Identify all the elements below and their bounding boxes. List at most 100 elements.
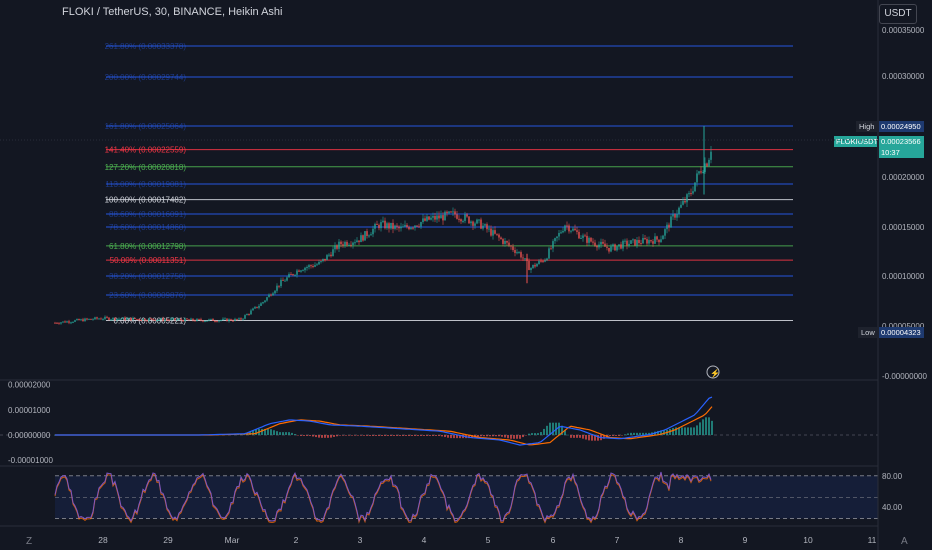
time-tick-label: 6	[551, 535, 556, 545]
candle-body	[402, 226, 404, 228]
candle-body	[366, 231, 368, 236]
candle-body	[682, 200, 684, 205]
macd-histogram-bar	[324, 434, 326, 438]
candle-body	[372, 228, 374, 235]
macd-histogram-bar	[507, 434, 509, 439]
candle-body	[58, 323, 60, 325]
macd-histogram-bar	[387, 434, 389, 436]
candle-body	[334, 245, 336, 250]
candle-body	[510, 245, 512, 247]
auto-scale-icon[interactable]: A	[901, 536, 908, 547]
candle-body	[624, 240, 626, 242]
candle-body	[466, 214, 468, 217]
candle-body	[412, 227, 414, 229]
candle-body	[270, 294, 272, 296]
macd-histogram-bar	[558, 422, 560, 435]
macd-histogram-bar	[561, 425, 563, 435]
candle-body	[272, 293, 274, 296]
candle-body	[388, 223, 390, 229]
time-tick-label: 2	[294, 535, 299, 545]
candle-body	[254, 306, 256, 309]
candle-body	[422, 218, 424, 223]
rsi-tick-label: 80.00	[882, 472, 903, 481]
candle-body	[442, 215, 444, 221]
macd-histogram-bar	[330, 434, 332, 438]
candle-body	[156, 320, 158, 322]
candle-body	[498, 234, 500, 238]
candle-body	[562, 231, 564, 233]
macd-histogram-bar	[303, 434, 305, 436]
candle-body	[666, 224, 668, 230]
macd-histogram-bar	[633, 432, 635, 435]
candle-body	[550, 248, 552, 250]
candle-body	[234, 318, 236, 321]
macd-histogram-bar	[363, 434, 365, 436]
macd-histogram-bar	[402, 434, 404, 436]
candle-body	[112, 317, 114, 320]
time-axis[interactable]: 28 29 Mar 2 3 4 5 6 7 8 9 10 11	[98, 535, 876, 545]
macd-histogram-bar	[297, 434, 299, 436]
candle-body	[540, 260, 542, 262]
time-tick-label: 29	[163, 535, 173, 545]
macd-histogram-bar	[321, 434, 323, 438]
currency-button[interactable]: USDT	[879, 4, 917, 24]
candle-body	[220, 320, 222, 322]
candle-body	[318, 261, 320, 265]
candle-body	[426, 216, 428, 221]
macd-histogram-bar	[582, 434, 584, 439]
macd-histogram-bar	[453, 434, 455, 439]
candle-body	[202, 320, 204, 322]
macd-histogram-bar	[690, 427, 692, 435]
macd-histogram-bar	[288, 432, 290, 435]
time-tick-label: 11	[868, 535, 877, 545]
candle-body	[516, 252, 518, 254]
candle-body	[674, 214, 676, 218]
candle-body	[384, 220, 386, 229]
macd-histogram-bar	[636, 432, 638, 435]
low-value-tag	[879, 327, 924, 338]
macd-histogram-bar	[423, 434, 425, 436]
candle-body	[704, 163, 706, 173]
candle-body	[274, 290, 276, 294]
candle-body	[196, 318, 198, 321]
price-axis[interactable]: 0.000350000.000300000.000250000.00020000…	[834, 26, 927, 381]
candle-body	[86, 318, 88, 320]
zoom-icon[interactable]: Z	[26, 536, 33, 547]
candle-body	[362, 235, 364, 241]
candle-body	[524, 258, 526, 260]
candle-body	[456, 214, 458, 219]
macd-histogram-bar	[504, 434, 506, 438]
macd-histogram-bar	[630, 432, 632, 435]
macd-histogram-bar	[570, 434, 572, 438]
candle-body	[302, 270, 304, 272]
candle-body	[188, 319, 190, 321]
candle-body	[150, 318, 152, 320]
macd-histogram-bar	[594, 434, 596, 441]
candle-body	[260, 303, 262, 306]
candle-body	[222, 318, 224, 321]
candle-body	[294, 274, 296, 276]
macd-histogram-bar	[456, 434, 458, 439]
candle-body	[474, 223, 476, 226]
macd-histogram-bar	[348, 434, 350, 436]
candle-body	[434, 215, 436, 220]
high-tag	[856, 121, 877, 132]
candle-body	[672, 214, 674, 217]
fib-retracement[interactable]: 0.00% (0.00005221) 23.60% (0.00009876) 38.…	[105, 42, 793, 326]
macd-histogram-bar	[684, 427, 686, 435]
candle-body	[74, 320, 76, 322]
price-tick-label: 0.00010000	[882, 272, 925, 281]
macd-histogram-bar	[495, 434, 497, 437]
fib-level-label: 38.20% (0.00012758)	[109, 272, 186, 281]
macd-histogram-bar	[513, 434, 515, 439]
candle-body	[458, 218, 460, 220]
macd-histogram-bar	[681, 427, 683, 435]
candle-body	[506, 240, 508, 243]
candle-body	[622, 240, 624, 249]
candle-body	[450, 211, 452, 213]
symbol-label: FLOKIUSDT	[836, 137, 879, 146]
candle-body	[392, 222, 394, 229]
macd-histogram-bar	[351, 434, 353, 436]
candle-body	[424, 218, 426, 221]
